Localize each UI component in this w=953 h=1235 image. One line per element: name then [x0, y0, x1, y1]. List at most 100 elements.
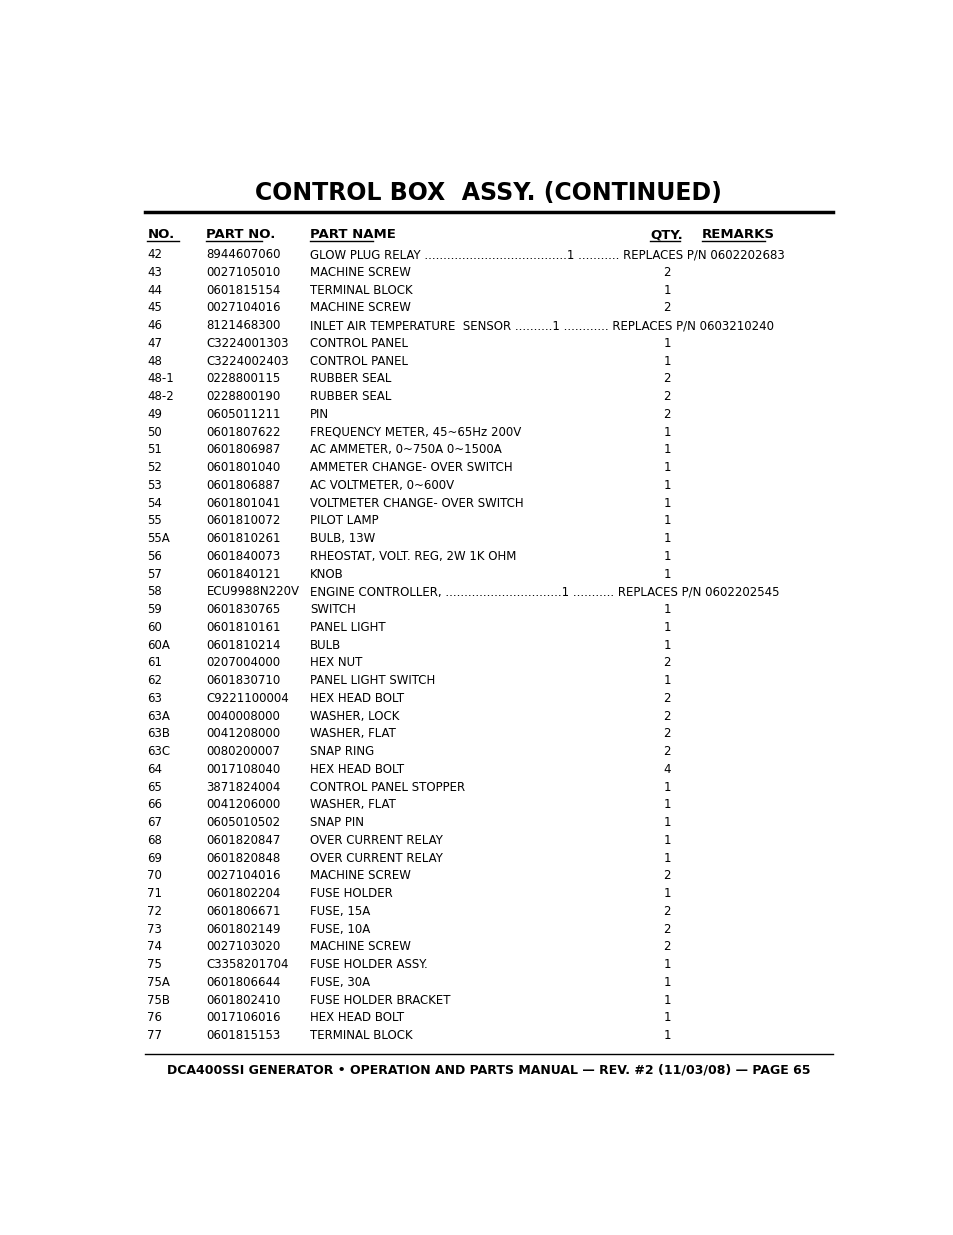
- Text: 59: 59: [147, 603, 162, 616]
- Text: 50: 50: [147, 426, 162, 438]
- Text: 0601807622: 0601807622: [206, 426, 281, 438]
- Text: 2: 2: [662, 905, 670, 918]
- Text: MACHINE SCREW: MACHINE SCREW: [310, 869, 411, 882]
- Text: 0605010502: 0605010502: [206, 816, 280, 829]
- Text: 0207004000: 0207004000: [206, 656, 280, 669]
- Text: 0601801040: 0601801040: [206, 461, 280, 474]
- Text: 1: 1: [662, 426, 670, 438]
- Text: 1: 1: [662, 958, 670, 971]
- Text: 0601801041: 0601801041: [206, 496, 280, 510]
- Text: 2: 2: [662, 727, 670, 740]
- Text: 2: 2: [662, 301, 670, 314]
- Text: HEX HEAD BOLT: HEX HEAD BOLT: [310, 763, 404, 776]
- Text: 1: 1: [662, 1011, 670, 1024]
- Text: AC AMMETER, 0~750A 0~1500A: AC AMMETER, 0~750A 0~1500A: [310, 443, 501, 456]
- Text: VOLTMETER CHANGE- OVER SWITCH: VOLTMETER CHANGE- OVER SWITCH: [310, 496, 523, 510]
- Text: AMMETER CHANGE- OVER SWITCH: AMMETER CHANGE- OVER SWITCH: [310, 461, 512, 474]
- Text: 0228800190: 0228800190: [206, 390, 280, 403]
- Text: 1: 1: [662, 603, 670, 616]
- Text: 53: 53: [147, 479, 162, 492]
- Text: 73: 73: [147, 923, 162, 936]
- Text: 55: 55: [147, 514, 162, 527]
- Text: RUBBER SEAL: RUBBER SEAL: [310, 372, 391, 385]
- Text: 0027105010: 0027105010: [206, 266, 280, 279]
- Text: 74: 74: [147, 940, 162, 953]
- Text: 1: 1: [662, 781, 670, 794]
- Text: 57: 57: [147, 568, 162, 580]
- Text: 48: 48: [147, 354, 162, 368]
- Text: TERMINAL BLOCK: TERMINAL BLOCK: [310, 1029, 413, 1042]
- Text: 2: 2: [662, 745, 670, 758]
- Text: QTY.: QTY.: [649, 228, 682, 241]
- Text: MACHINE SCREW: MACHINE SCREW: [310, 301, 411, 314]
- Text: 55A: 55A: [147, 532, 170, 545]
- Text: 1: 1: [662, 514, 670, 527]
- Text: 75A: 75A: [147, 976, 170, 989]
- Text: 0027104016: 0027104016: [206, 869, 281, 882]
- Text: ECU9988N220V: ECU9988N220V: [206, 585, 299, 598]
- Text: NO.: NO.: [147, 228, 174, 241]
- Text: 75: 75: [147, 958, 162, 971]
- Text: 68: 68: [147, 834, 162, 847]
- Text: FUSE, 15A: FUSE, 15A: [310, 905, 370, 918]
- Text: SNAP PIN: SNAP PIN: [310, 816, 364, 829]
- Text: AC VOLTMETER, 0~600V: AC VOLTMETER, 0~600V: [310, 479, 454, 492]
- Text: PART NAME: PART NAME: [310, 228, 395, 241]
- Text: 42: 42: [147, 248, 162, 261]
- Text: 2: 2: [662, 710, 670, 722]
- Text: 1: 1: [662, 834, 670, 847]
- Text: 0601810261: 0601810261: [206, 532, 281, 545]
- Text: 70: 70: [147, 869, 162, 882]
- Text: 0601806671: 0601806671: [206, 905, 281, 918]
- Text: GLOW PLUG RELAY ......................................1 ........... REPLACES P/N: GLOW PLUG RELAY ........................…: [310, 248, 784, 261]
- Text: 2: 2: [662, 923, 670, 936]
- Text: OVER CURRENT RELAY: OVER CURRENT RELAY: [310, 834, 442, 847]
- Text: 72: 72: [147, 905, 162, 918]
- Text: 0601840121: 0601840121: [206, 568, 281, 580]
- Text: 66: 66: [147, 798, 162, 811]
- Text: 1: 1: [662, 1029, 670, 1042]
- Text: C3224002403: C3224002403: [206, 354, 289, 368]
- Text: 0601806644: 0601806644: [206, 976, 281, 989]
- Text: FREQUENCY METER, 45~65Hz 200V: FREQUENCY METER, 45~65Hz 200V: [310, 426, 520, 438]
- Text: 43: 43: [147, 266, 162, 279]
- Text: 0601820847: 0601820847: [206, 834, 280, 847]
- Text: 44: 44: [147, 284, 162, 296]
- Text: 1: 1: [662, 994, 670, 1007]
- Text: 0601810072: 0601810072: [206, 514, 280, 527]
- Text: 1: 1: [662, 532, 670, 545]
- Text: SNAP RING: SNAP RING: [310, 745, 374, 758]
- Text: 75B: 75B: [147, 994, 171, 1007]
- Text: RUBBER SEAL: RUBBER SEAL: [310, 390, 391, 403]
- Text: FUSE, 10A: FUSE, 10A: [310, 923, 370, 936]
- Text: 63A: 63A: [147, 710, 170, 722]
- Text: 8944607060: 8944607060: [206, 248, 281, 261]
- Text: 0041206000: 0041206000: [206, 798, 280, 811]
- Text: 71: 71: [147, 887, 162, 900]
- Text: 69: 69: [147, 852, 162, 864]
- Text: 63B: 63B: [147, 727, 171, 740]
- Text: 1: 1: [662, 976, 670, 989]
- Text: CONTROL BOX  ASSY. (CONTINUED): CONTROL BOX ASSY. (CONTINUED): [255, 182, 721, 205]
- Text: 56: 56: [147, 550, 162, 563]
- Text: 0601815154: 0601815154: [206, 284, 280, 296]
- Text: 0080200007: 0080200007: [206, 745, 280, 758]
- Text: 64: 64: [147, 763, 162, 776]
- Text: 61: 61: [147, 656, 162, 669]
- Text: 0040008000: 0040008000: [206, 710, 280, 722]
- Text: KNOB: KNOB: [310, 568, 343, 580]
- Text: 1: 1: [662, 852, 670, 864]
- Text: FUSE HOLDER BRACKET: FUSE HOLDER BRACKET: [310, 994, 450, 1007]
- Text: 76: 76: [147, 1011, 162, 1024]
- Text: C9221100004: C9221100004: [206, 692, 289, 705]
- Text: 63: 63: [147, 692, 162, 705]
- Text: FUSE HOLDER ASSY.: FUSE HOLDER ASSY.: [310, 958, 427, 971]
- Text: 45: 45: [147, 301, 162, 314]
- Text: 1: 1: [662, 479, 670, 492]
- Text: REMARKS: REMARKS: [701, 228, 774, 241]
- Text: 1: 1: [662, 674, 670, 687]
- Text: 2: 2: [662, 372, 670, 385]
- Text: PILOT LAMP: PILOT LAMP: [310, 514, 378, 527]
- Text: 0041208000: 0041208000: [206, 727, 280, 740]
- Text: 1: 1: [662, 550, 670, 563]
